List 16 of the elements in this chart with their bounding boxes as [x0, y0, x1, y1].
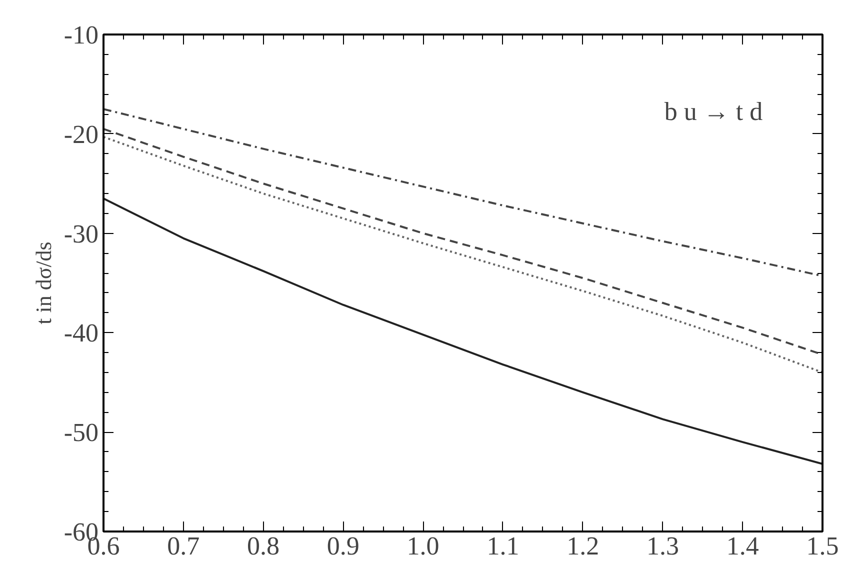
x-tick-label: 0.9	[326, 532, 360, 560]
x-tick-label: 1.5	[806, 532, 839, 560]
x-tick-label: 1.4	[726, 532, 759, 560]
x-tick-label: 0.7	[167, 532, 200, 560]
y-tick-label: -30	[64, 219, 99, 248]
annotation: b u → t d	[664, 97, 763, 126]
x-tick-label: 0.8	[247, 532, 280, 560]
x-tick-label: 1.3	[646, 532, 679, 560]
y-tick-label: -10	[64, 20, 99, 50]
x-tick-label: 1.0	[406, 532, 440, 560]
y-tick-label: -40	[64, 318, 99, 348]
y-tick-label: -20	[64, 120, 99, 149]
y-axis-title: t in dσ/ds	[30, 242, 56, 324]
y-tick-label: -50	[64, 418, 99, 448]
x-tick-label: 1.1	[486, 532, 520, 560]
x-tick-label: 1.2	[566, 532, 600, 560]
